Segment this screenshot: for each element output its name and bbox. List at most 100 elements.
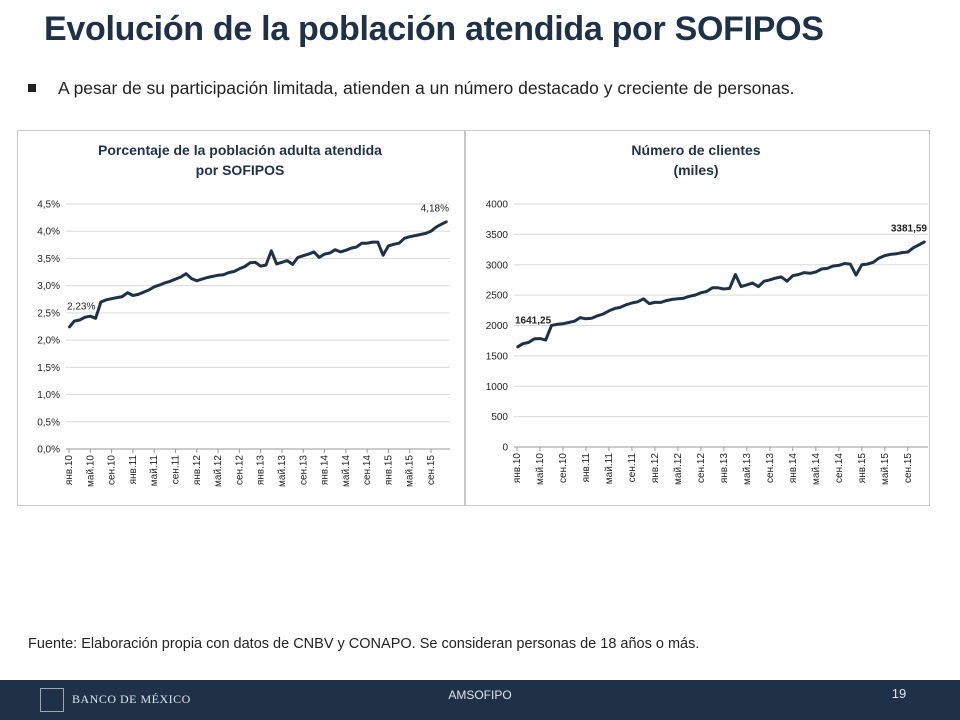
chart-1-data-point xyxy=(286,259,289,262)
chart-1-x-tick-label: май.15 xyxy=(405,455,416,487)
chart-1-data-point xyxy=(190,277,193,280)
chart-2-data-point xyxy=(585,318,587,320)
chart-2-x-tick-label: янв.12 xyxy=(650,453,661,484)
chart-1-data-point xyxy=(392,243,395,246)
chart-1-x-tick-label: сен.12 xyxy=(234,455,245,485)
chart-2-series-line xyxy=(516,240,926,349)
chart-1-series-line xyxy=(67,220,448,329)
chart-1-data-point xyxy=(238,267,241,270)
chart-2-data-label: 1641,25 xyxy=(515,315,552,326)
source-note: Fuente: Elaboración propia con datos de … xyxy=(28,636,700,652)
chart-2-data-point xyxy=(901,251,903,254)
chart-1-data-point xyxy=(254,261,257,264)
chart-1-data-point xyxy=(222,273,225,276)
chart-2-x-tick-label: май.15 xyxy=(880,453,891,485)
chart-1-x-tick-label: май.12 xyxy=(213,455,224,487)
chart-1-y-tick-label: 3,0% xyxy=(37,281,60,292)
chart-2-data-point xyxy=(872,261,875,264)
chart-2-data-point xyxy=(843,262,846,265)
chart-1-data-point xyxy=(116,296,118,299)
chart-2-data-point xyxy=(832,265,834,267)
chart-1-data-point xyxy=(424,232,427,235)
chart-2-x-tick-label: сен.12 xyxy=(696,453,707,483)
chart-2-data-point xyxy=(590,317,593,320)
chart-1-data-point xyxy=(233,270,235,273)
chart-1-data-point xyxy=(435,226,438,228)
chart-2-x-tick-label: сен.10 xyxy=(558,453,569,483)
chart-1-data-point xyxy=(302,254,305,257)
chart-2-data-label: 3381,59 xyxy=(891,224,928,235)
chart-1-data-point xyxy=(110,297,113,300)
chart-1-data-point xyxy=(275,263,278,265)
chart-panel-clients: Número de clientes (miles) 0 500 1000 1500 200… xyxy=(465,130,930,506)
bullet-square-icon xyxy=(28,84,36,92)
chart-2-y-tick-label: 3000 xyxy=(486,260,509,271)
chart-2-data-point xyxy=(740,285,742,288)
chart-2-data-point xyxy=(826,267,829,270)
chart-1-x-tick-label: янв.15 xyxy=(383,455,394,486)
chart-2-data-point xyxy=(751,282,754,284)
chart-1-data-point xyxy=(419,233,422,236)
chart-1-data-label: 4,18% xyxy=(421,203,449,214)
chart-2-data-point xyxy=(636,301,639,303)
chart-2-data-point xyxy=(786,280,788,282)
chart-1-y-tick-label: 0,5% xyxy=(37,417,60,428)
chart-2-y-tick-label: 2500 xyxy=(486,291,509,302)
chart-2-data-point xyxy=(763,280,765,282)
chart-2-data-point xyxy=(521,342,524,345)
chart-2-data-point xyxy=(918,243,921,246)
chart-1-data-point xyxy=(158,284,161,286)
chart-1-data-point xyxy=(180,276,182,278)
chart-1-data-point xyxy=(132,294,134,297)
chart-1-data-point xyxy=(345,249,347,252)
chart-2-data-point xyxy=(665,299,668,302)
chart-2-data-point xyxy=(556,323,559,326)
chart-1-data-point xyxy=(339,251,342,253)
chart-1-y-tick-label: 3,5% xyxy=(37,254,60,265)
chart-1-data-point xyxy=(121,295,124,298)
chart-2-data-point xyxy=(533,338,536,340)
chart-2-data-point xyxy=(838,264,840,267)
chart-2-x-tick-label: май.12 xyxy=(673,453,684,485)
chart-1-data-point xyxy=(387,245,390,247)
chart-1-data-point xyxy=(185,272,187,275)
chart-1-data-point xyxy=(440,223,443,225)
chart-1-x-tick-label: янв.13 xyxy=(256,455,267,486)
chart-1-data-point xyxy=(270,250,273,252)
chart-1-data-point xyxy=(84,316,86,319)
chart-2-x-tick-label: янв.11 xyxy=(581,453,592,483)
chart-2-x-tick-label: сен.15 xyxy=(903,453,914,483)
chart-1-x-tick-label: янв.10 xyxy=(64,455,75,486)
chart-1-data-point xyxy=(206,276,209,279)
chart-2-data-point xyxy=(728,287,731,290)
chart-2-data-point xyxy=(579,316,582,319)
chart-1-x-tick-label: сен.11 xyxy=(170,455,181,485)
bullet-text: A pesar de su participación limitada, at… xyxy=(58,78,795,98)
chart-1-data-point xyxy=(403,237,406,240)
chart-2-data-point xyxy=(889,253,892,256)
chart-2-data-point xyxy=(516,346,518,349)
chart-2-data-point xyxy=(803,271,806,274)
chart-2-data-point xyxy=(562,322,564,325)
chart-2-data-point xyxy=(866,263,869,265)
chart-1-x-tick-label: сен.13 xyxy=(298,455,309,485)
chart-1-data-point xyxy=(169,280,171,283)
chart-1-data-point xyxy=(398,242,400,244)
chart-1-data-point xyxy=(174,278,177,280)
chart-2-x-tick-label: май.10 xyxy=(535,453,546,485)
chart-1-data-point xyxy=(371,241,374,243)
chart-2-data-point xyxy=(625,304,627,306)
chart-2-y-tick-label: 1000 xyxy=(486,382,509,393)
chart-1-x-tick-label: янв.11 xyxy=(128,455,139,485)
chart-2-data-point xyxy=(654,301,656,304)
chart-panel-percentage: Porcentaje de la población adulta atendi… xyxy=(17,130,465,506)
chart-2-x-tick-label: сен.13 xyxy=(765,453,776,483)
chart-2-data-point xyxy=(682,297,685,299)
chart-1-data-point xyxy=(350,247,352,249)
chart-2-y-tick-label: 0 xyxy=(502,443,508,454)
chart-2-x-tick-label: май.13 xyxy=(742,453,753,485)
chart-2-data-point xyxy=(792,274,794,277)
chart-1-data-point xyxy=(243,265,246,268)
chart-1-x-tick-label: май.11 xyxy=(149,455,160,487)
chart-2-data-point xyxy=(734,273,737,276)
